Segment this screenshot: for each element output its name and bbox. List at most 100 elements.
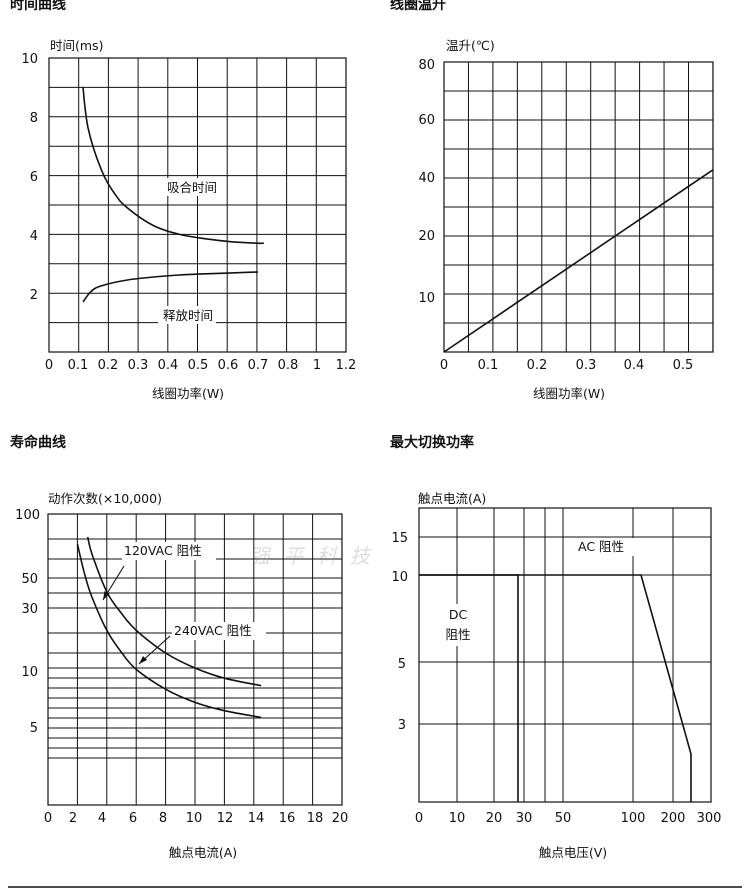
series-line-120vac (86, 536, 262, 687)
y-tick-label: 100 (15, 508, 40, 523)
power-chart-title: 最大切换功率 (390, 434, 474, 451)
y-tick-label: 4 (30, 229, 38, 244)
y-tick-label: 10 (21, 52, 38, 67)
power-chart-ylabel: 触点电流(A) (418, 491, 486, 506)
time-chart-y-ticks: 2 4 6 8 10 (21, 52, 38, 303)
y-tick-label: 15 (391, 531, 408, 546)
y-tick-label: 50 (21, 572, 38, 587)
x-tick-label: 0.3 (576, 358, 597, 373)
power-chart-curves (419, 574, 692, 802)
time-chart-xlabel: 线圈功率(W) (152, 386, 224, 401)
x-tick-label: 0.1 (478, 358, 499, 373)
series-line-release-time (82, 271, 259, 303)
x-tick-label: 18 (307, 811, 324, 826)
y-tick-label: 60 (418, 113, 435, 128)
temp-chart-ylabel: 温升(℃) (446, 38, 495, 53)
y-tick-label: 2 (30, 288, 38, 303)
power-chart-x-ticks: 0 10 20 30 50 100 200 300 (415, 811, 722, 826)
temp-chart-y-ticks: 10 20 40 60 80 (418, 58, 435, 306)
x-tick-label: 0.7 (248, 358, 269, 373)
x-tick-label: 200 (661, 811, 686, 826)
y-tick-label: 5 (30, 721, 38, 736)
label-backdrop (162, 178, 220, 196)
x-tick-label: 0 (44, 811, 52, 826)
x-tick-label: 300 (697, 811, 722, 826)
x-tick-label: 0.6 (218, 358, 239, 373)
x-tick-label: 0.3 (128, 358, 149, 373)
x-tick-label: 16 (279, 811, 296, 826)
label-backdrop (442, 604, 476, 646)
x-tick-label: 10 (186, 811, 203, 826)
time-chart-curves (82, 87, 264, 303)
series-line-temperature-rise (443, 169, 714, 353)
label-backdrop (122, 542, 216, 560)
temp-chart-title: 线圈温升 (390, 0, 446, 13)
y-tick-label: 3 (398, 718, 406, 733)
life-chart-title: 寿命曲线 (10, 434, 66, 451)
series-label-pickup-time: 吸合时间 (167, 180, 217, 195)
x-tick-label: 0.2 (98, 358, 119, 373)
series-label-dc-line2: 阻性 (445, 627, 470, 642)
series-line-240vac (76, 543, 262, 719)
life-chart: 寿命曲线 动作次数(×10,000) 5 10 30 50 100 0 2 4 … (10, 434, 348, 860)
time-chart-ylabel: 时间(ms) (50, 38, 103, 53)
y-tick-label: 6 (30, 170, 38, 185)
temp-chart-x-ticks: 0 0.1 0.2 0.3 0.4 0.5 (440, 358, 693, 373)
series-label-ac: AC 阻性 (578, 539, 624, 554)
x-tick-label: 0 (415, 811, 423, 826)
series-label-dc-line1: DC (449, 607, 468, 622)
y-tick-label: 80 (418, 58, 435, 73)
label-backdrop (172, 622, 266, 640)
x-tick-label: 50 (555, 811, 572, 826)
temp-chart-grid (443, 61, 714, 353)
x-tick-label: 0.5 (673, 358, 694, 373)
power-chart: 最大切换功率 触点电流(A) 3 5 10 15 0 10 20 30 50 1… (390, 434, 721, 860)
label-backdrop (158, 306, 216, 324)
x-tick-label: 20 (486, 811, 503, 826)
x-tick-label: 0 (440, 358, 448, 373)
series-line-ac (419, 574, 692, 802)
y-tick-label: 20 (418, 229, 435, 244)
life-chart-ylabel: 动作次数(×10,000) (48, 491, 162, 506)
annotation-arrowhead (139, 656, 147, 664)
x-tick-label: 10 (449, 811, 466, 826)
x-tick-label: 0 (45, 358, 53, 373)
y-tick-label: 30 (21, 602, 38, 617)
x-tick-label: 1.2 (336, 358, 357, 373)
series-label-release-time: 释放时间 (163, 308, 213, 323)
time-chart: 时间曲线 时间(ms) 2 4 6 8 10 0 0.1 0.2 0.3 0.4… (10, 0, 356, 401)
x-tick-label: 4 (98, 811, 106, 826)
time-chart-title: 时间曲线 (10, 0, 66, 13)
y-tick-label: 10 (21, 665, 38, 680)
temp-chart: 线圈温升 温升(℃) 10 20 40 60 80 0 0.1 0.2 0.3 … (390, 0, 714, 401)
x-tick-label: 8 (159, 811, 167, 826)
temp-chart-xlabel: 线圈功率(W) (533, 386, 605, 401)
x-tick-label: 0.4 (158, 358, 179, 373)
series-label-240vac: 240VAC 阻性 (174, 623, 252, 638)
y-tick-label: 10 (391, 570, 408, 585)
series-label-120vac: 120VAC 阻性 (124, 543, 202, 558)
x-tick-label: 1 (313, 358, 321, 373)
x-tick-label: 6 (129, 811, 137, 826)
series-line-dc (419, 574, 519, 802)
life-chart-curves (76, 536, 262, 719)
x-tick-label: 100 (621, 811, 646, 826)
watermark: 强平科技 (250, 544, 372, 568)
temp-chart-curves (443, 169, 714, 353)
power-chart-grid (418, 507, 712, 803)
x-tick-label: 20 (332, 811, 349, 826)
x-tick-label: 0.8 (278, 358, 299, 373)
annotation-arrowhead (103, 591, 110, 600)
life-chart-grid (47, 513, 343, 806)
time-chart-x-ticks: 0 0.1 0.2 0.3 0.4 0.5 0.6 0.7 0.8 1 1.2 (45, 358, 356, 373)
life-chart-x-ticks: 0 2 4 6 8 10 12 14 16 18 20 (44, 811, 348, 826)
label-backdrop (575, 538, 635, 556)
y-tick-label: 40 (418, 171, 435, 186)
power-chart-xlabel: 触点电压(V) (539, 845, 607, 860)
life-chart-y-ticks: 5 10 30 50 100 (15, 508, 40, 736)
life-chart-xlabel: 触点电流(A) (169, 845, 237, 860)
x-tick-label: 2 (69, 811, 77, 826)
x-tick-label: 30 (516, 811, 533, 826)
y-tick-label: 10 (418, 291, 435, 306)
